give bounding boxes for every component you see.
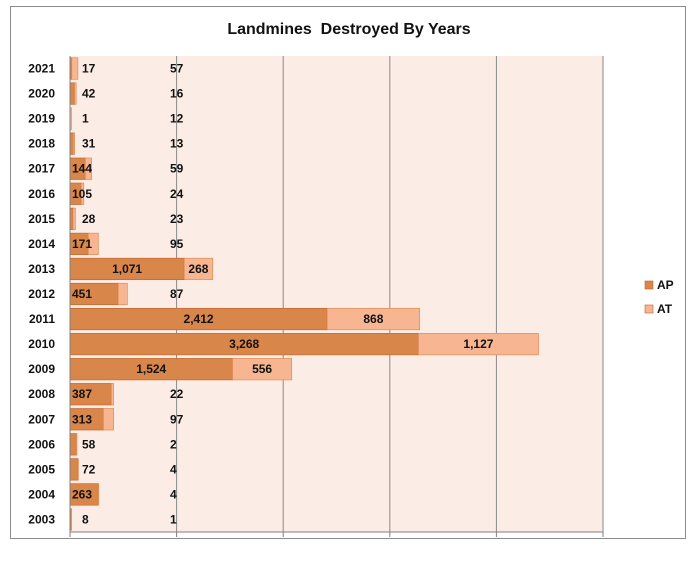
- data-label-at: 868: [363, 312, 383, 326]
- y-tick-label: 2012: [28, 287, 55, 301]
- y-tick-label: 2017: [28, 162, 55, 176]
- data-label-ap: 105: [72, 187, 92, 201]
- bar-at: [75, 433, 78, 456]
- bar-at: [117, 282, 128, 306]
- data-label-ap: 58: [82, 437, 96, 451]
- y-tick-label: 2009: [28, 362, 55, 376]
- bar-at: [70, 508, 72, 531]
- y-tick-label: 2015: [28, 212, 55, 226]
- y-tick-label: 2020: [28, 87, 55, 101]
- y-tick-label: 2005: [28, 462, 55, 476]
- y-tick-label: 2007: [28, 412, 55, 426]
- chart-frame: Landmines Destroyed By Years 17 57 42 16 1 12…: [10, 6, 686, 539]
- y-tick-label: 2006: [28, 437, 55, 451]
- bar-at: [74, 82, 77, 105]
- legend-swatch: [644, 304, 654, 314]
- data-label-ap: 313: [72, 412, 92, 426]
- data-label-at: 268: [188, 262, 208, 276]
- y-tick-label: 2003: [28, 512, 55, 526]
- data-label-at: 95: [170, 237, 184, 251]
- data-label-ap: 2,412: [184, 312, 214, 326]
- y-tick-label: 2008: [28, 387, 55, 401]
- data-label-ap: 451: [72, 287, 92, 301]
- gridlines: [69, 56, 604, 537]
- data-label-ap: 72: [82, 462, 96, 476]
- data-label-ap: 263: [72, 487, 92, 501]
- data-label-ap: 17: [82, 62, 96, 76]
- bar-at: [77, 458, 79, 481]
- data-label-ap: 8: [82, 512, 89, 526]
- y-tick-label: 2013: [28, 262, 55, 276]
- bars: [69, 57, 539, 531]
- legend-label: AT: [657, 302, 673, 316]
- bar-ap: [69, 458, 78, 481]
- bar-at: [103, 408, 115, 431]
- y-tick-label: 2011: [29, 312, 55, 326]
- bar-at: [85, 157, 92, 180]
- bar-at: [232, 358, 293, 381]
- data-label-ap: 1,524: [136, 362, 166, 376]
- bar-at: [110, 383, 114, 406]
- y-tick-label: 2004: [28, 487, 55, 501]
- bar-at: [80, 182, 85, 205]
- data-label-at: 13: [170, 137, 184, 151]
- bar-ap: [69, 433, 77, 456]
- data-label-at: 1: [170, 512, 177, 526]
- data-label-at: 24: [170, 187, 184, 201]
- bar-at: [326, 307, 420, 331]
- data-label-ap: 42: [82, 87, 96, 101]
- bar-at: [72, 207, 76, 230]
- data-label-at: 12: [170, 112, 184, 126]
- y-tick-label: 2021: [28, 62, 55, 76]
- data-label-ap: 3,268: [229, 337, 259, 351]
- data-label-at: 4: [170, 487, 177, 501]
- legend-label: AP: [657, 278, 674, 292]
- plot-area: [70, 56, 603, 532]
- bar-at: [97, 483, 100, 506]
- y-tick-label: 2014: [28, 237, 55, 251]
- data-label-ap: 387: [72, 387, 92, 401]
- y-tick-labels: 2021 2020 2019 2018 2017 2016 2015 2014 2013 2012…: [28, 62, 55, 527]
- bar-at: [71, 57, 79, 80]
- data-label-at: 59: [170, 162, 184, 176]
- legend: AP AT: [644, 278, 674, 316]
- data-label-ap: 171: [72, 237, 92, 251]
- bar-ap: [69, 82, 75, 105]
- data-label-at: 57: [170, 62, 184, 76]
- bar-at: [183, 257, 214, 281]
- data-label-ap: 31: [82, 137, 96, 151]
- data-label-at: 2: [170, 437, 177, 451]
- data-label-at: 22: [170, 387, 184, 401]
- y-tick-label: 2010: [28, 337, 55, 351]
- data-label-at: 16: [170, 87, 184, 101]
- bar-at: [73, 132, 75, 155]
- data-label-ap: 28: [82, 212, 96, 226]
- data-label-ap: 144: [72, 162, 92, 176]
- bar-at: [87, 232, 99, 255]
- data-label-at: 1,127: [463, 337, 493, 351]
- data-label-at: 23: [170, 212, 184, 226]
- y-tick-label: 2019: [28, 112, 55, 126]
- data-label-ap: 1: [82, 112, 89, 126]
- data-label-at: 556: [252, 362, 272, 376]
- bar-at: [418, 333, 539, 356]
- y-tick-label: 2018: [28, 137, 55, 151]
- chart-title: Landmines Destroyed By Years: [227, 21, 471, 38]
- legend-swatch: [644, 280, 654, 290]
- data-label-at: 97: [170, 412, 184, 426]
- data-label-at: 4: [170, 462, 177, 476]
- data-label-ap: 1,071: [112, 262, 142, 276]
- y-tick-label: 2016: [28, 187, 55, 201]
- data-label-at: 87: [170, 287, 184, 301]
